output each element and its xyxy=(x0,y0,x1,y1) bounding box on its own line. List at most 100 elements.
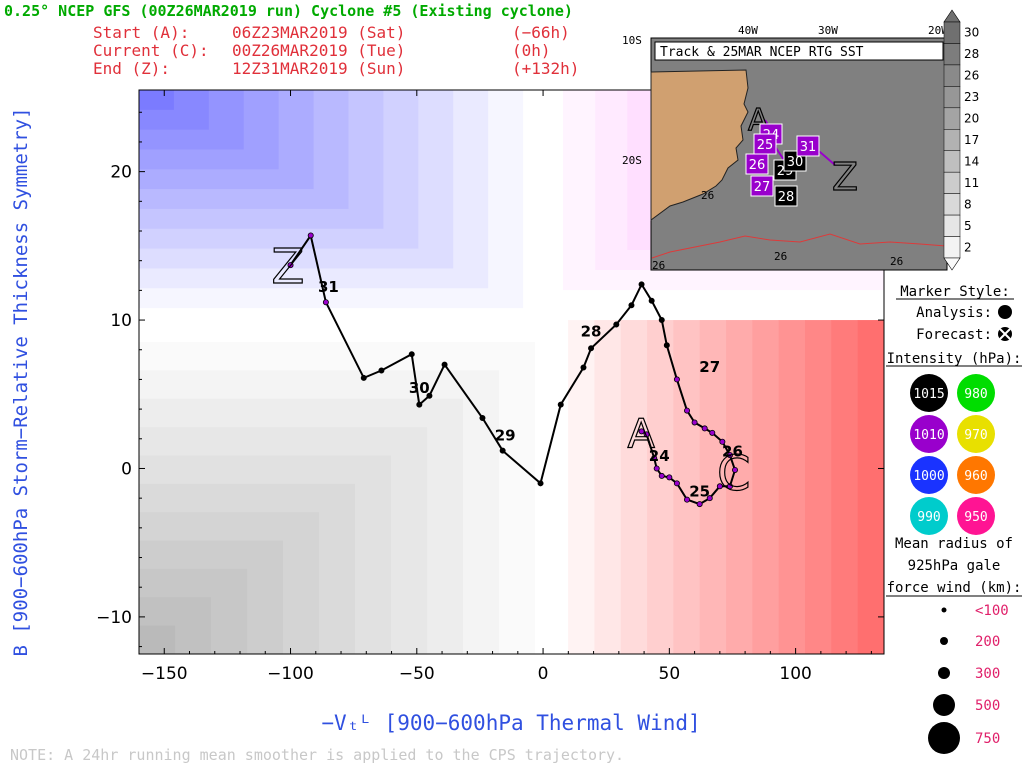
inset-day-label: 25 xyxy=(757,138,774,153)
end-offset: (+132h) xyxy=(512,59,579,78)
track-point-forecast xyxy=(408,351,415,358)
track-point-analysis xyxy=(638,428,645,435)
intensity-swatch xyxy=(910,374,948,412)
start-label: Start (A): xyxy=(93,23,189,42)
y-tick-label: −10 xyxy=(96,608,132,628)
intensity-swatch xyxy=(910,415,948,453)
colorbar-label: 14 xyxy=(964,154,979,168)
track-point-analysis xyxy=(643,431,650,438)
colorbar-label: 30 xyxy=(964,26,979,40)
contour-label: 26 xyxy=(774,250,787,263)
shade-neutral-strip xyxy=(543,320,569,654)
end-marker-Z: Z xyxy=(272,239,305,295)
track-point-forecast xyxy=(613,321,620,328)
shade-cold-frontal xyxy=(139,90,174,110)
legend: Marker Style: Analysis: Forecast: Intens… xyxy=(885,281,1022,754)
track-point-analysis xyxy=(653,465,660,472)
shade-warm-nonfrontal xyxy=(568,320,595,654)
intensity-swatch xyxy=(957,374,995,412)
track-point-forecast xyxy=(479,415,486,422)
current-marker-C: C xyxy=(717,446,751,502)
track-point-forecast xyxy=(580,364,587,371)
track-point-forecast xyxy=(588,345,595,352)
forecast-label: Forecast: xyxy=(916,327,992,343)
inset-end-Z: Z xyxy=(832,155,858,199)
end-label: End (Z): xyxy=(93,59,170,78)
day-label: 28 xyxy=(581,322,602,340)
inset-day-label: 27 xyxy=(754,180,771,195)
day-label: 29 xyxy=(495,426,516,444)
track-point-analysis xyxy=(726,483,733,490)
colorbar-label: 17 xyxy=(964,133,979,147)
y-tick-label: 20 xyxy=(110,163,132,183)
radius-label: 300 xyxy=(975,666,1000,682)
track-point-analysis xyxy=(684,496,691,503)
y-tick-label: 0 xyxy=(121,459,132,479)
shade-warm-nonfrontal xyxy=(805,320,832,654)
track-point-forecast xyxy=(557,401,564,408)
radius-swatch xyxy=(941,607,947,613)
colorbar-bin xyxy=(943,107,961,130)
shade-warm-nonfrontal xyxy=(752,320,780,654)
track-point-analysis xyxy=(651,455,658,462)
colorbar-bin xyxy=(943,43,961,66)
colorbar-label: 23 xyxy=(964,90,979,104)
x-tick-label: 50 xyxy=(659,664,681,684)
intensity-swatch xyxy=(910,497,948,535)
radius-swatches: <100 200 300 500 750 xyxy=(928,603,1009,754)
colorbar-bin xyxy=(943,150,961,173)
day-label: 26 xyxy=(722,443,743,461)
end-time: 12Z31MAR2019 (Sun) xyxy=(232,59,405,78)
phase-space-background xyxy=(139,90,885,654)
time-info-block: Start (A): 06Z23MAR2019 (Sat) (−66h) Cur… xyxy=(93,23,579,78)
shade-warm-nonfrontal xyxy=(778,320,806,654)
colorbar-label: 5 xyxy=(964,219,972,233)
colorbar-label: 11 xyxy=(964,176,979,190)
track-point-forecast xyxy=(287,262,294,269)
radius-swatch xyxy=(928,722,960,754)
intensity-swatch xyxy=(957,497,995,535)
colorbar-top-arrow xyxy=(943,9,961,23)
contour-label: 26 xyxy=(701,189,714,202)
x-tick-label: −50 xyxy=(399,664,435,684)
contour-label: 26 xyxy=(890,255,903,268)
track-point-forecast xyxy=(638,281,645,288)
x-tick-label: 0 xyxy=(538,664,549,684)
start-time: 06Z23MAR2019 (Sat) xyxy=(232,23,405,42)
track-point-forecast xyxy=(441,361,448,368)
shade-warm-nonfrontal xyxy=(857,320,885,654)
radius-label: 200 xyxy=(975,634,1000,650)
inset-day-label: 26 xyxy=(749,158,766,173)
colorbar-bin xyxy=(943,236,961,259)
shade-warm-nonfrontal xyxy=(831,320,859,654)
current-time: 00Z26MAR2019 (Tue) xyxy=(232,41,405,60)
marker-style-title: Marker Style: xyxy=(900,284,1010,300)
current-offset: (0h) xyxy=(512,41,551,60)
intensity-label: 950 xyxy=(964,510,987,525)
radius-title-3: force wind (km): xyxy=(887,580,1022,596)
shade-warm-nonfrontal xyxy=(620,320,648,654)
radius-title-1: Mean radius of xyxy=(895,536,1013,552)
inset-day-box xyxy=(745,153,769,175)
track-point-forecast xyxy=(691,419,698,426)
track-point-forecast xyxy=(537,480,544,487)
intensity-swatches: 1015 980 1010 970 1000 960 990 950 xyxy=(910,374,995,535)
track-point-forecast xyxy=(307,232,314,239)
intensity-label: 990 xyxy=(917,510,940,525)
track-point-forecast xyxy=(416,401,423,408)
inset-day-box xyxy=(750,175,774,197)
colorbar-bin xyxy=(943,129,961,151)
contour-label: 26 xyxy=(652,259,665,272)
track-point-forecast xyxy=(360,374,367,381)
track-point-forecast xyxy=(673,376,680,383)
smoother-note: NOTE: A 24hr running mean smoother is ap… xyxy=(10,746,624,764)
sst-colorbar: 30 28 26 23 20 17 14 11 8 5 2 xyxy=(943,9,979,271)
track-point-analysis xyxy=(716,483,723,490)
south-america-land xyxy=(650,69,749,221)
x-tick-label: −150 xyxy=(141,664,188,684)
sst-26-contour xyxy=(651,233,947,259)
x-axis-title: −Vₜᴸ [900−600hPa Thermal Wind] xyxy=(321,711,700,735)
